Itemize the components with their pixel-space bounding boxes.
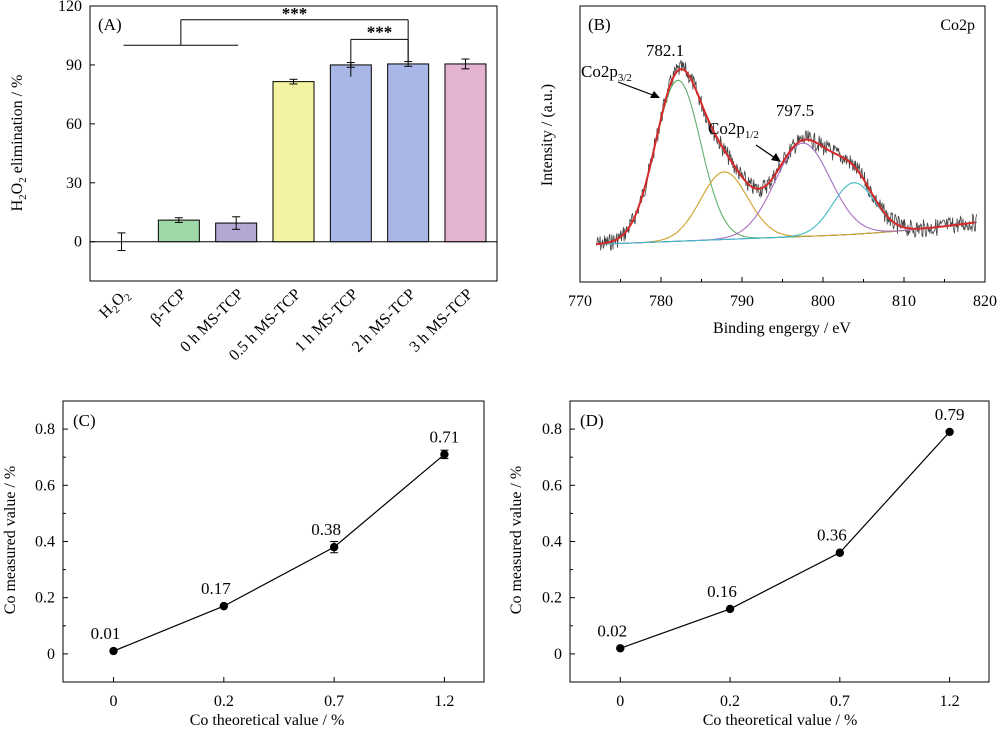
y-tick-label: 0.8 [542,421,562,438]
x-tick-label: 800 [811,293,835,310]
data-label: 0.38 [311,520,341,539]
series-line [113,453,445,652]
bar [444,63,487,243]
panel-b-title: Co2p [940,17,975,34]
panel-c-frame [62,400,485,683]
fit-envelope [596,67,976,246]
panel-d-xlabel: Co theoretical value / % [703,712,858,729]
data-label: 0.02 [597,621,627,640]
peak-name-text: Co2p [581,62,618,81]
panel-c: (C) Co measured value / % Co theoretical… [2,400,485,729]
x-tick-label: 820 [973,293,997,310]
panel-d-ylabel: Co measured value / % [508,466,525,614]
y-tick-label: 0.2 [542,590,562,607]
x-category-text: β-TCP [147,286,189,328]
y-tick-label: 0 [47,646,55,663]
bar [329,64,372,243]
bar [157,219,200,243]
peak-name-sub: 3/2 [618,72,632,84]
significance-label: *** [282,4,308,23]
x-tick-label: 0 [616,693,624,710]
data-point [616,644,625,653]
bar [272,81,315,243]
panel-b-xlabel: Binding engergy / eV [713,320,851,337]
x-tick-label: 790 [730,293,754,310]
data-point [219,601,229,611]
data-label: 0.01 [91,624,121,643]
series-line [620,431,951,649]
y-tick-label: 30 [66,175,82,192]
panel-a-label: (A) [98,15,122,34]
panel-b-frame [579,5,986,283]
x-category-label: β-TCP [147,286,189,328]
panel-c-label: (C) [73,411,96,430]
x-tick-label: 0.7 [830,693,850,710]
data-label: 0.71 [430,427,460,446]
panel-d: (D) Co measured value / % Co theoretical… [508,400,990,729]
panel-c-ylabel: Co measured value / % [2,466,19,614]
data-label: 0.79 [935,405,965,424]
panel-c-xlabel: Co theoretical value / % [190,712,345,729]
peak-name-label: Co2p3/2 [581,62,632,84]
data-point [725,604,735,614]
y-tick-label: 0.6 [542,477,562,494]
x-tick-label: 1.2 [940,693,960,710]
y-tick-label: 0.8 [35,421,55,438]
panel-b-label: (B) [588,15,611,34]
fit-component [596,171,976,245]
panel-d-frame [569,400,990,683]
x-tick-label: 0.7 [324,693,344,710]
x-tick-label: 780 [649,293,673,310]
y-tick-label: 120 [58,0,82,15]
panel-b-ylabel: Intensity / (a.u.) [539,84,556,186]
data-label: 0.17 [201,579,231,598]
significance-label: *** [367,22,393,41]
y-tick-label: 0.4 [542,534,562,551]
y-tick-label: 0.2 [35,590,55,607]
panel-a-frame [89,5,498,282]
data-point [440,450,449,459]
x-tick-label: 1.2 [434,693,454,710]
y-tick-label: 90 [66,57,82,74]
peak-value-label: 797.5 [776,101,814,120]
arrow-head [650,91,660,98]
x-tick-label: 0.2 [214,693,234,710]
y-tick-label: 60 [66,116,82,133]
data-point [945,427,954,437]
x-tick-label: 0.2 [720,693,740,710]
y-tick-label: 0 [74,234,82,251]
data-label: 0.16 [707,582,737,601]
bar [387,63,430,243]
panel-b: (B) Co2p Intensity / (a.u.) Binding enge… [539,5,997,337]
y-tick-label: 0 [554,646,562,663]
x-tick-label: 810 [892,293,916,310]
peak-name-sub: 1/2 [745,129,759,141]
data-point [329,542,339,552]
data-point [109,646,118,656]
arrow-head [771,153,781,162]
y-tick-label: 0.6 [35,477,55,494]
x-category-label: H2O2 [96,286,134,324]
panel-d-label: (D) [580,411,604,430]
peak-name-text: Co2p [708,119,745,138]
panel-a-ylabel: H2O2 elimination / % [9,75,29,212]
y-tick-label: 0.4 [35,534,55,551]
data-point [835,548,845,557]
panel-a: (A) H2O2 elimination / % 0 30 60 90 120 *** *… [9,0,498,364]
x-tick-label: 770 [568,293,592,310]
peak-value-label: 782.1 [646,41,684,60]
peak-name-label: Co2p1/2 [708,119,759,141]
x-tick-label: 0 [110,693,118,710]
data-label: 0.36 [817,526,847,545]
annotation-arrow [617,81,659,98]
